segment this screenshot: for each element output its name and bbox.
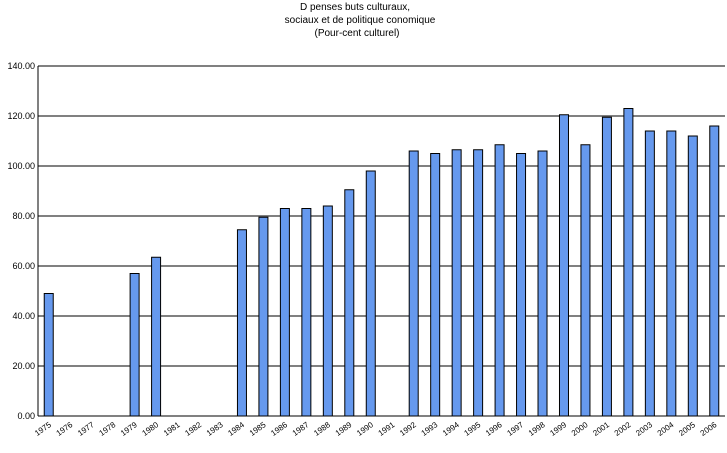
x-tick-label: 1996: [484, 420, 504, 438]
x-tick-label: 2004: [656, 420, 676, 438]
x-tick-label: 1993: [420, 420, 440, 438]
x-tick-label: 1978: [98, 420, 118, 438]
bar-1980: [151, 256, 162, 417]
bar-1992: [408, 150, 419, 417]
bar-2001: [601, 116, 612, 417]
x-tick-label: 1990: [355, 420, 375, 438]
title-line-1: D penses buts culturaux,: [300, 2, 410, 13]
bar-2005: [687, 135, 698, 417]
bar-2006: [709, 125, 720, 417]
x-tick-label: 1999: [548, 420, 568, 438]
y-tick-label: 100.00: [7, 161, 35, 171]
x-tick-label: 1995: [463, 420, 483, 438]
bar-1996: [494, 144, 505, 417]
x-tick-label: 1987: [291, 420, 311, 438]
bar-1985: [258, 216, 269, 417]
x-tick-label: 1980: [140, 420, 160, 438]
y-tick-label: 140.00: [7, 61, 35, 71]
bar-1988: [322, 205, 333, 417]
y-tick-label: 20.00: [12, 361, 35, 371]
title-line-3: (Pour-cent culturel): [314, 28, 399, 39]
bar-1999: [558, 114, 569, 417]
x-tick-label: 1989: [334, 420, 354, 438]
bars: [43, 108, 720, 417]
x-tick-label: 1981: [162, 420, 182, 438]
y-tick-label: 120.00: [7, 111, 35, 121]
x-tick-label: 1991: [377, 420, 397, 438]
x-tick-label: 1975: [33, 420, 53, 438]
bar-1993: [430, 153, 441, 417]
x-tick-label: 1998: [527, 420, 547, 438]
x-tick-label: 1983: [205, 420, 225, 438]
x-tick-label: 2005: [677, 420, 697, 438]
x-tick-label: 2006: [699, 420, 719, 438]
bar-1987: [301, 208, 312, 417]
x-axis-tick-labels: 1975 1976 1977 1978 1979 1980 1981 1982 1983 1984…: [33, 420, 719, 438]
x-tick-label: 1976: [55, 420, 75, 438]
bar-1997: [516, 153, 527, 417]
x-tick-label: 1997: [505, 420, 525, 438]
y-axis-tick-labels: 0.00 20.00 40.00 60.00 80.00 100.00 120.00 140.…: [7, 61, 35, 421]
title-line-2: sociaux et de politique conomique: [285, 15, 436, 26]
bar-1995: [473, 149, 484, 417]
bar-2002: [623, 108, 634, 417]
bar-1984: [236, 229, 247, 417]
x-tick-label: 1979: [119, 420, 139, 438]
chart-title: D penses buts culturaux, sociaux et de p…: [285, 2, 436, 39]
y-tick-label: 40.00: [12, 311, 35, 321]
bar-1989: [344, 189, 355, 417]
x-tick-label: 1988: [312, 420, 332, 438]
bar-2000: [580, 144, 591, 417]
bar-1979: [129, 273, 140, 417]
x-tick-label: 2001: [591, 420, 611, 438]
bar-2004: [666, 130, 677, 417]
y-tick-label: 60.00: [12, 261, 35, 271]
x-tick-label: 1984: [226, 420, 246, 438]
bar-1994: [451, 149, 462, 417]
bar-1975: [43, 293, 54, 417]
x-tick-label: 1982: [183, 420, 203, 438]
y-tick-label: 80.00: [12, 211, 35, 221]
x-tick-label: 1977: [76, 420, 96, 438]
bar-1986: [279, 208, 290, 417]
x-tick-label: 2000: [570, 420, 590, 438]
gridlines: [38, 65, 725, 417]
bar-2003: [644, 130, 655, 417]
x-tick-label: 2002: [613, 420, 633, 438]
bar-1998: [537, 150, 548, 417]
y-tick-label: 0.00: [17, 411, 35, 421]
x-tick-label: 1986: [269, 420, 289, 438]
x-tick-label: 1985: [248, 420, 268, 438]
x-tick-label: 1994: [441, 420, 461, 438]
x-tick-label: 2003: [634, 420, 654, 438]
bar-1990: [365, 170, 376, 417]
x-tick-label: 1992: [398, 420, 418, 438]
